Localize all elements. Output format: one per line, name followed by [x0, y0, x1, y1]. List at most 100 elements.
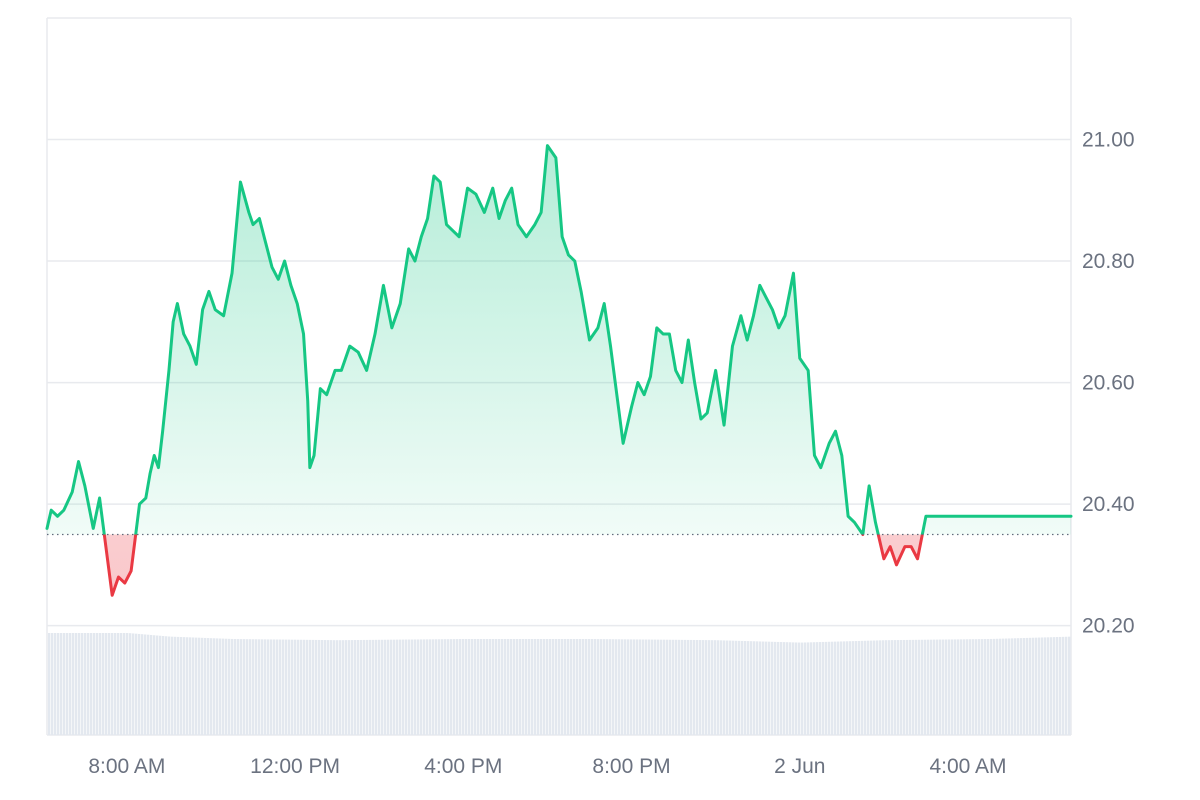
volume-bar	[252, 639, 255, 735]
y-axis-ticks: 20.20 20.40 20.60 20.80 21.00	[1082, 129, 1135, 638]
volume-bar	[630, 639, 633, 735]
volume-bar	[63, 633, 66, 735]
volume-bar	[192, 637, 195, 735]
volume-bar	[720, 640, 723, 735]
volume-bar	[339, 640, 342, 735]
volume-bar	[927, 639, 930, 735]
volume-bar	[768, 641, 771, 735]
volume-bar	[273, 639, 276, 735]
volume-bar	[105, 633, 108, 735]
volume-bar	[1008, 638, 1011, 735]
volume-bar	[183, 637, 186, 735]
volume-bar	[378, 639, 381, 735]
volume-bar	[288, 639, 291, 735]
volume-bar	[282, 639, 285, 735]
volume-bar	[885, 640, 888, 735]
volume-bar	[996, 638, 999, 735]
volume-bar	[270, 639, 273, 735]
volume-bar	[309, 639, 312, 735]
volume-bar	[546, 639, 549, 735]
volume-bar	[423, 639, 426, 735]
volume-bar	[294, 639, 297, 735]
volume-bar	[417, 639, 420, 735]
x-tick-label: 2 Jun	[774, 755, 825, 778]
volume-bar	[855, 641, 858, 735]
volume-bar	[495, 639, 498, 735]
volume-bar	[1014, 638, 1017, 735]
volume-bar	[507, 639, 510, 735]
volume-bar	[492, 639, 495, 735]
volume-bar	[984, 639, 987, 735]
volume-bar	[522, 639, 525, 735]
volume-bar	[432, 639, 435, 735]
volume-bar	[582, 639, 585, 735]
volume-bar	[597, 639, 600, 735]
volume-bar	[228, 638, 231, 735]
volume-bar	[429, 639, 432, 735]
volume-bar	[711, 640, 714, 735]
volume-bar	[780, 642, 783, 735]
volume-bar	[564, 639, 567, 735]
y-tick-label: 20.20	[1082, 615, 1135, 638]
volume-bar	[702, 640, 705, 735]
volume-bar	[315, 639, 318, 735]
x-tick-label: 4:00 AM	[929, 755, 1006, 778]
volume-bar	[669, 639, 672, 735]
volume-bar	[678, 639, 681, 735]
volume-bar	[576, 639, 579, 735]
volume-bar	[285, 639, 288, 735]
volume-bar	[435, 639, 438, 735]
volume-bar	[936, 639, 939, 735]
volume-bar	[1017, 638, 1020, 735]
volume-bar	[48, 633, 51, 735]
volume-bar	[357, 640, 360, 735]
volume-bar	[60, 633, 63, 735]
volume-bar	[186, 637, 189, 735]
volume-bar	[90, 633, 93, 735]
volume-bar	[807, 642, 810, 735]
volume-bar	[1050, 637, 1053, 735]
volume-bar	[648, 639, 651, 735]
volume-bar	[129, 633, 132, 735]
volume-bar	[336, 640, 339, 735]
volume-bar	[84, 633, 87, 735]
volume-bar	[102, 633, 105, 735]
volume-bar	[951, 639, 954, 735]
volume-bar	[153, 635, 156, 735]
volume-bar	[1020, 638, 1023, 735]
volume-bar	[144, 634, 147, 735]
volume-bar	[1002, 638, 1005, 735]
volume-bar	[579, 639, 582, 735]
volume-bar	[795, 642, 798, 735]
volume-bar	[450, 639, 453, 735]
volume-bar	[396, 639, 399, 735]
volume-bar	[264, 639, 267, 735]
x-tick-label: 4:00 PM	[424, 755, 502, 778]
volume-bar	[621, 639, 624, 735]
volume-bar	[633, 639, 636, 735]
volume-bar	[207, 638, 210, 735]
volume-bar	[330, 640, 333, 735]
volume-bar	[93, 633, 96, 735]
volume-bar	[414, 639, 417, 735]
volume-bar	[960, 639, 963, 735]
volume-bar	[1041, 637, 1044, 735]
volume-bar	[171, 636, 174, 735]
volume-bar	[990, 638, 993, 735]
volume-bar	[1023, 638, 1026, 735]
volume-bar	[888, 640, 891, 735]
volume-bar	[243, 639, 246, 735]
volume-bar	[867, 640, 870, 735]
volume-bar	[930, 639, 933, 735]
volume-bar	[513, 639, 516, 735]
volume-bar	[291, 639, 294, 735]
volume-bar	[912, 639, 915, 735]
volume-bar	[246, 639, 249, 735]
volume-bar	[162, 636, 165, 735]
volume-bar	[372, 639, 375, 735]
volume-bar	[801, 642, 804, 735]
volume-bar	[987, 639, 990, 735]
volume-bar	[231, 638, 234, 735]
volume-bar	[591, 639, 594, 735]
volume-bar	[573, 639, 576, 735]
